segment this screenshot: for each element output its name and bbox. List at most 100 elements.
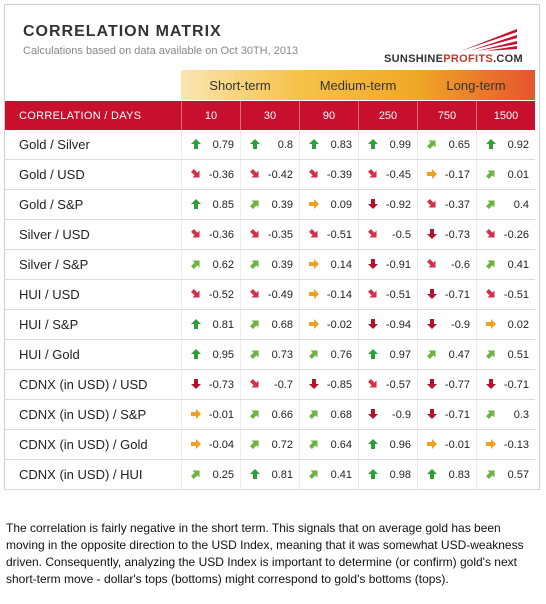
correlation-value: 0.97 bbox=[389, 348, 411, 361]
value-cell: -0.9 bbox=[417, 310, 476, 339]
value-cell: 0.41 bbox=[476, 250, 535, 279]
value-cell: 0.68 bbox=[299, 400, 358, 429]
value-cell: 0.57 bbox=[476, 460, 535, 489]
row-label: Silver / S&P bbox=[19, 257, 89, 272]
right-arrow-icon bbox=[427, 439, 437, 449]
correlation-value: 0.68 bbox=[330, 408, 352, 421]
table-row: Silver / USD -0.36 -0.35 -0.51 -0.5 -0.73 -0.2… bbox=[5, 220, 535, 250]
correlation-value: -0.04 bbox=[208, 438, 234, 451]
right-arrow-icon bbox=[309, 199, 319, 209]
value-cell: 0.81 bbox=[240, 460, 299, 489]
upright-arrow-icon bbox=[309, 470, 318, 479]
row-label: CDNX (in USD) / USD bbox=[19, 377, 148, 392]
value-cell: 0.64 bbox=[299, 430, 358, 459]
upright-arrow-icon bbox=[486, 200, 495, 209]
value-cell: 0.39 bbox=[240, 250, 299, 279]
down-arrow-icon bbox=[427, 409, 437, 419]
row-label: CDNX (in USD) / HUI bbox=[19, 467, 143, 482]
up-arrow-icon bbox=[368, 469, 378, 479]
table-row: CDNX (in USD) / USD -0.73 -0.7 -0.85 -0.57 -0… bbox=[5, 370, 535, 400]
correlation-value: 0.64 bbox=[330, 438, 352, 451]
down-arrow-icon bbox=[427, 229, 437, 239]
long-term-label: Long-term bbox=[417, 70, 535, 100]
downright-arrow-icon bbox=[250, 379, 259, 388]
row-label: CDNX (in USD) / S&P bbox=[19, 407, 147, 422]
value-cell: -0.26 bbox=[476, 220, 535, 249]
down-arrow-icon bbox=[309, 379, 319, 389]
up-arrow-icon bbox=[368, 139, 378, 149]
correlation-value: 0.47 bbox=[448, 348, 470, 361]
correlation-value: 0.85 bbox=[212, 198, 234, 211]
table-row: CDNX (in USD) / HUI 0.25 0.81 0.41 0.98 0.83 0… bbox=[5, 460, 535, 490]
value-cell: 0.97 bbox=[358, 340, 417, 369]
value-cell: -0.52 bbox=[181, 280, 240, 309]
value-cell: 0.65 bbox=[417, 130, 476, 159]
downright-arrow-icon bbox=[250, 229, 259, 238]
correlation-value: -0.57 bbox=[385, 378, 411, 391]
logo-main: SUNSHINE bbox=[384, 53, 444, 65]
up-arrow-icon bbox=[368, 439, 378, 449]
value-cell: 0.95 bbox=[181, 340, 240, 369]
correlation-value: 0.81 bbox=[212, 318, 234, 331]
upright-arrow-icon bbox=[486, 170, 495, 179]
value-cell: -0.36 bbox=[181, 220, 240, 249]
short-term-label: Short-term bbox=[181, 70, 299, 100]
downright-arrow-icon bbox=[250, 289, 259, 298]
correlation-value: 0.76 bbox=[330, 348, 352, 361]
correlation-value: -0.71 bbox=[444, 288, 470, 301]
down-arrow-icon bbox=[368, 409, 378, 419]
logo-accent: PROFITS bbox=[443, 53, 494, 65]
correlation-value: 0.3 bbox=[513, 408, 529, 421]
downright-arrow-icon bbox=[368, 229, 377, 238]
downright-arrow-icon bbox=[368, 169, 377, 178]
upright-arrow-icon bbox=[250, 320, 259, 329]
right-arrow-icon bbox=[309, 259, 319, 269]
day-header: 1500 bbox=[476, 101, 535, 130]
value-cell: 0.51 bbox=[476, 340, 535, 369]
upright-arrow-icon bbox=[427, 140, 436, 149]
up-arrow-icon bbox=[191, 319, 201, 329]
right-arrow-icon bbox=[309, 319, 319, 329]
down-arrow-icon bbox=[368, 199, 378, 209]
sunshine-profits-logo[interactable]: SUNSHINEPROFITS.COM bbox=[384, 23, 523, 67]
correlation-value: -0.77 bbox=[444, 378, 470, 391]
downright-arrow-icon bbox=[486, 289, 495, 298]
correlation-value: 0.98 bbox=[389, 468, 411, 481]
correlation-value: 0.02 bbox=[507, 318, 529, 331]
commentary-text: The correlation is fairly negative in th… bbox=[6, 521, 524, 586]
down-arrow-icon bbox=[368, 259, 378, 269]
table-row: CDNX (in USD) / Gold -0.04 0.72 0.64 0.96 -0.… bbox=[5, 430, 535, 460]
value-cell: -0.36 bbox=[181, 160, 240, 189]
value-cell: 0.62 bbox=[181, 250, 240, 279]
correlation-value: -0.17 bbox=[444, 168, 470, 181]
value-cell: 0.66 bbox=[240, 400, 299, 429]
day-header: 10 bbox=[181, 101, 240, 130]
correlation-value: -0.36 bbox=[208, 168, 234, 181]
value-cell: -0.77 bbox=[417, 370, 476, 399]
value-cell: 0.41 bbox=[299, 460, 358, 489]
value-cell: -0.94 bbox=[358, 310, 417, 339]
correlation-value: 0.73 bbox=[271, 348, 293, 361]
value-cell: -0.42 bbox=[240, 160, 299, 189]
row-label: Gold / USD bbox=[19, 167, 85, 182]
right-arrow-icon bbox=[191, 409, 201, 419]
correlation-value: -0.6 bbox=[451, 258, 470, 271]
upright-arrow-icon bbox=[427, 350, 436, 359]
correlation-value: -0.45 bbox=[385, 168, 411, 181]
upright-arrow-icon bbox=[486, 350, 495, 359]
value-cell: -0.37 bbox=[417, 190, 476, 219]
page-subtitle: Calculations based on data available on … bbox=[23, 45, 299, 57]
correlation-value: -0.92 bbox=[385, 198, 411, 211]
correlation-value: -0.51 bbox=[326, 228, 352, 241]
value-cell: -0.7 bbox=[240, 370, 299, 399]
correlation-value: 0.81 bbox=[271, 468, 293, 481]
value-cell: -0.14 bbox=[299, 280, 358, 309]
upright-arrow-icon bbox=[250, 200, 259, 209]
page-title: CORRELATION MATRIX bbox=[23, 23, 222, 40]
correlation-value: -0.02 bbox=[326, 318, 352, 331]
downright-arrow-icon bbox=[191, 229, 200, 238]
correlation-value: 0.09 bbox=[330, 198, 352, 211]
correlation-value: -0.73 bbox=[208, 378, 234, 391]
correlation-value: -0.01 bbox=[444, 438, 470, 451]
sun-rays-icon bbox=[461, 29, 517, 51]
